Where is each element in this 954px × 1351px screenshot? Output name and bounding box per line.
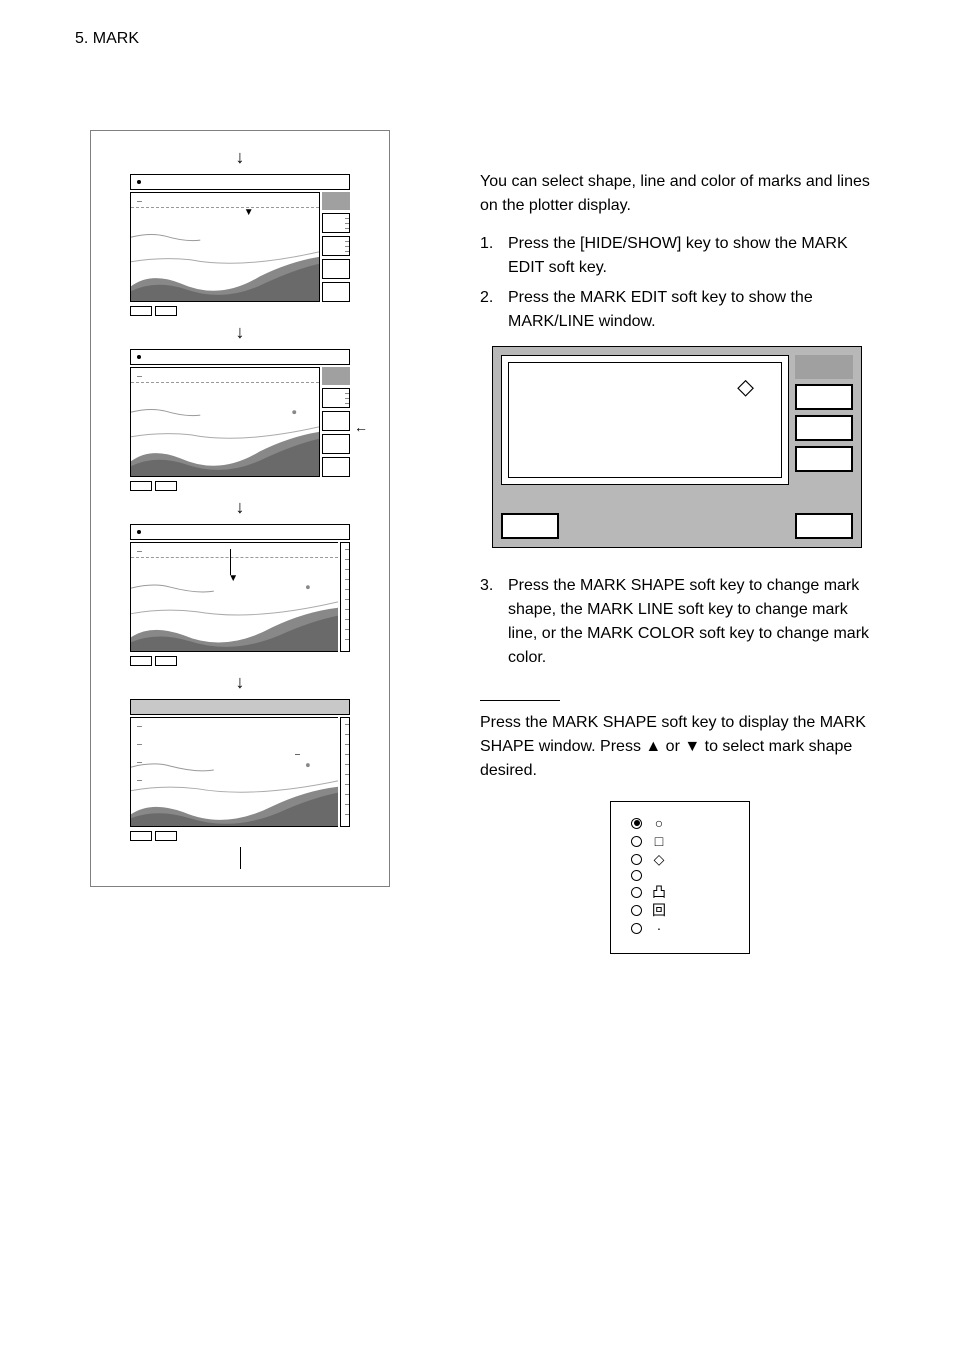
step-number: 3. [480,574,498,670]
softkey-box [322,457,350,477]
terrain-svg [131,543,338,651]
radio-icon [631,836,642,847]
softkey-box [322,213,350,233]
shape-option: □ [631,834,729,848]
mark-line-window-diagram: ◇ [492,346,862,548]
step-number: 1. [480,232,498,280]
bottom-tabs [130,831,350,841]
softkey-column [322,192,350,302]
step-text: Press the MARK EDIT soft key to show the… [508,286,880,334]
step-text: Press the MARK SHAPE soft key to change … [508,574,880,670]
bottom-tabs [130,306,350,316]
shape-nested-square-icon: 回 [652,903,666,917]
softkey-box [322,388,350,408]
shape-square-icon: □ [652,834,666,848]
step-2: 2. Press the MARK EDIT soft key to show … [480,286,880,334]
scale-ticks [340,717,350,827]
terrain-svg [131,368,319,476]
step-text: Press the [HIDE/SHOW] key to show the MA… [508,232,880,280]
shape-option: 凸 [631,885,729,899]
section-rule [480,700,560,701]
shape-convex-icon: 凸 [652,885,666,899]
arrow-down-icon: ↓ [103,672,377,693]
softkey-gray [795,355,853,379]
softkey-box [322,282,350,302]
titlebar [130,349,350,365]
mark-preview-panel: ◇ [501,355,789,485]
softkey-box [795,415,853,441]
softkey-box [322,434,350,454]
bottom-stem [103,847,377,874]
diagram-softkeys [795,355,853,485]
screen-sequence-box: ↓ ▼ [90,130,390,887]
radio-icon [631,887,642,898]
shape-option: · [631,921,729,935]
titlebar [130,699,350,715]
softkey-box [322,411,350,431]
mini-screen-1: ▼ [130,174,350,316]
arrow-down-icon: ↓ [103,497,377,518]
terrain-svg [131,718,338,826]
titlebar [130,174,350,190]
softkey-box [322,259,350,279]
bottom-tabs [130,481,350,491]
step-number: 2. [480,286,498,334]
left-figure-column: ↓ ▼ [90,130,390,887]
sounder-chart: ▼ [130,542,338,652]
radio-icon [631,905,642,916]
shape-circle-icon: ○ [652,816,666,830]
mark-shape-window: ○ □ ◇ 凸 回 · [610,801,750,954]
radio-icon [631,923,642,934]
shape-option [631,870,729,881]
shape-option: ◇ [631,852,729,866]
mini-screen-3: ▼ [130,524,350,666]
mini-screen-4 [130,699,350,841]
shape-option: ○ [631,816,729,830]
terrain-svg [131,193,319,301]
sounder-chart [130,717,338,827]
shape-option: 回 [631,903,729,917]
softkey-box [795,384,853,410]
intro-paragraph: You can select shape, line and color of … [480,170,880,218]
sounder-chart [130,367,320,477]
sounder-chart: ▼ [130,192,320,302]
titlebar [130,524,350,540]
radio-icon [631,854,642,865]
scale-ticks [340,542,350,652]
diagram-button-left [501,513,559,539]
mini-screen-2: ← [130,349,350,491]
shape-diamond-icon: ◇ [652,852,666,866]
right-text-column: You can select shape, line and color of … [480,170,880,954]
radio-selected-icon [631,818,642,829]
softkey-gray [322,192,350,210]
bottom-tabs [130,656,350,666]
step-1: 1. Press the [HIDE/SHOW] key to show the… [480,232,880,280]
diagram-bottom-row [501,513,853,539]
softkey-column [322,367,350,477]
softkey-gray [322,367,350,385]
radio-icon [631,870,642,881]
diagram-button-right [795,513,853,539]
step-3: 3. Press the MARK SHAPE soft key to chan… [480,574,880,670]
softkey-box [322,236,350,256]
diamond-icon: ◇ [737,370,754,403]
page-header: 5. MARK [75,30,139,48]
shape-dot-icon: · [652,921,666,935]
softkey-box [795,446,853,472]
mark-shape-paragraph: Press the MARK SHAPE soft key to display… [480,711,880,783]
arrow-left-icon: ← [354,419,368,435]
arrow-down-icon: ↓ [103,322,377,343]
arrow-down-icon: ↓ [103,147,377,168]
